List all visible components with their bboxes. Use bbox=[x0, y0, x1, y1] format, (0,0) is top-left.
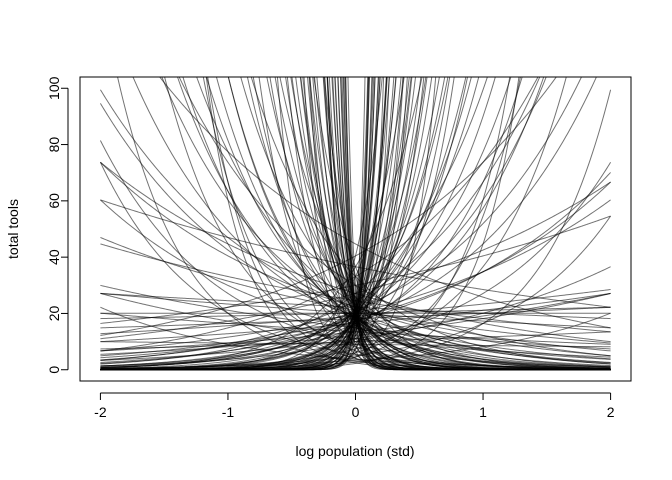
y-tick-label: 80 bbox=[46, 137, 62, 153]
y-tick-label: 40 bbox=[46, 249, 62, 265]
y-tick-label: 20 bbox=[46, 305, 62, 321]
x-axis: -2 -1 0 1 2 bbox=[94, 392, 615, 420]
x-tick-label: 2 bbox=[607, 404, 615, 420]
prior-curve-100 bbox=[100, 341, 611, 348]
y-axis-title: total tools bbox=[5, 199, 21, 259]
prior-curve-96 bbox=[100, 292, 611, 358]
y-tick-label: 100 bbox=[46, 76, 62, 100]
prior-curves bbox=[99, 77, 612, 371]
prior-curve-167 bbox=[100, 77, 366, 371]
y-axis: 0 20 40 60 80 100 bbox=[46, 76, 69, 374]
x-tick-label: 0 bbox=[352, 404, 360, 420]
prior-curve-95 bbox=[100, 199, 611, 308]
plot-frame bbox=[79, 76, 632, 382]
prior-curve-97 bbox=[100, 77, 557, 336]
prior-curve-168 bbox=[345, 77, 611, 371]
x-tick-label: 1 bbox=[479, 404, 487, 420]
y-tick-label: 0 bbox=[46, 366, 62, 374]
x-axis-title: log population (std) bbox=[295, 443, 414, 459]
prior-curve-126 bbox=[100, 306, 611, 369]
y-tick-label: 60 bbox=[46, 193, 62, 209]
x-tick-label: -2 bbox=[94, 404, 107, 420]
x-tick-label: -1 bbox=[222, 404, 235, 420]
prior-curve-99 bbox=[100, 331, 611, 350]
